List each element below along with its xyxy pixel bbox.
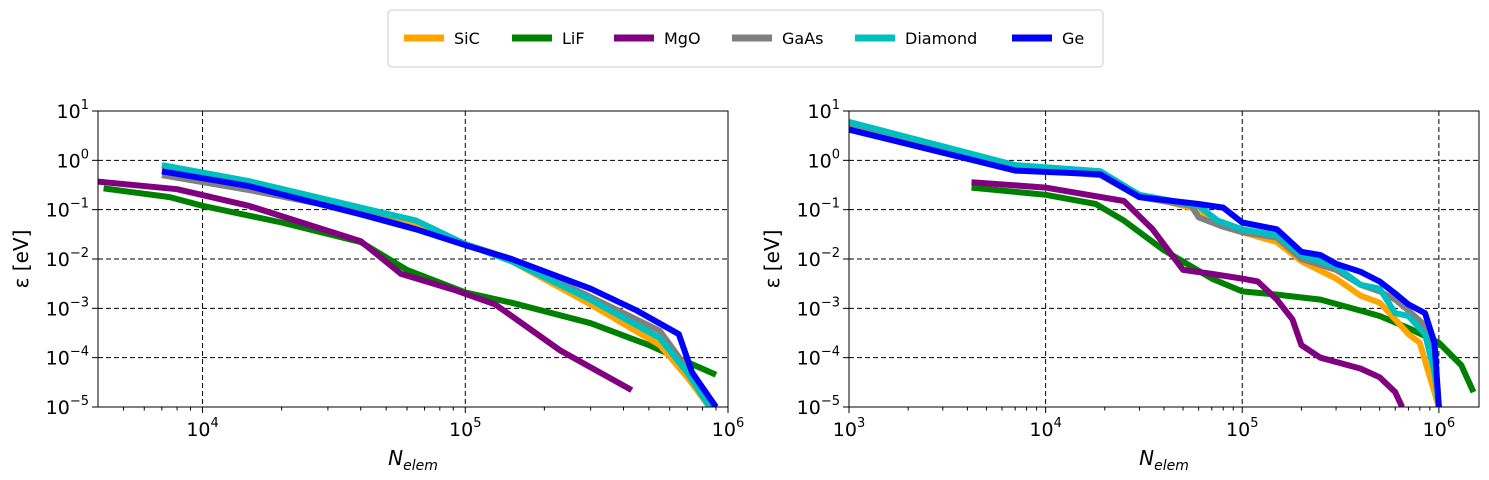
legend-entry-ge: Ge — [1012, 29, 1084, 48]
x-axis: 104 105 106 — [186, 407, 744, 441]
legend-label-mgo: MgO — [664, 29, 701, 48]
series-lines — [98, 162, 719, 407]
minor-ticks — [907, 407, 1431, 411]
x-tick-label: 106 — [712, 416, 744, 441]
right-chart-panel: 103 104 105 106 10−5 10−4 10−3 10−2 10−1 100 101 Ne… — [760, 98, 1480, 474]
series-line-mgo — [971, 179, 1405, 407]
y-tick-label: 10−2 — [46, 246, 89, 271]
left-chart-panel: 104 105 106 10−5 10−4 10−3 10−2 10−1 100 101 Nelem… — [9, 98, 744, 474]
x-tick-label: 105 — [449, 416, 481, 441]
y-tick-label: 10−1 — [46, 197, 89, 222]
y-tick-label: 10−1 — [797, 197, 840, 222]
x-tick-label: 103 — [833, 416, 865, 441]
x-tick-label: 105 — [1226, 416, 1258, 441]
series-line-ge — [849, 126, 1442, 407]
y-tick-label: 101 — [57, 98, 89, 123]
y-tick-label: 10−3 — [46, 295, 89, 320]
grid-lines — [849, 111, 1479, 407]
y-tick-label: 10−4 — [46, 345, 89, 370]
legend-entry-gaas: GaAs — [732, 29, 823, 48]
x-tick-label: 106 — [1423, 416, 1455, 441]
y-tick-label: 10−5 — [797, 394, 840, 419]
y-axis-label: ε [eV] — [760, 230, 784, 289]
legend-label-sic: SiC — [454, 29, 480, 48]
y-axis: 10−5 10−4 10−3 10−2 10−1 100 101 — [797, 98, 849, 419]
legend-entry-diamond: Diamond — [855, 29, 977, 48]
y-axis: 10−5 10−4 10−3 10−2 10−1 100 101 — [46, 98, 98, 419]
minor-ticks — [122, 407, 717, 411]
legend-label-ge: Ge — [1062, 29, 1084, 48]
series-line-lif — [971, 184, 1477, 394]
y-tick-label: 100 — [808, 147, 840, 172]
y-axis-label: ε [eV] — [9, 230, 33, 289]
x-axis-label: Nelem — [1139, 446, 1189, 474]
y-tick-label: 10−5 — [46, 394, 89, 419]
y-tick-label: 101 — [808, 98, 840, 123]
x-axis: 103 104 105 106 — [833, 407, 1455, 441]
legend: SiC LiF MgO GaAs Diamond Ge — [387, 9, 1104, 68]
series-lines — [849, 118, 1477, 407]
legend-label-gaas: GaAs — [782, 29, 823, 48]
legend-entry-lif: LiF — [512, 29, 585, 48]
legend-entry-sic: SiC — [404, 29, 480, 48]
grid-lines — [98, 111, 728, 407]
y-tick-label: 10−4 — [797, 345, 840, 370]
x-tick-label: 104 — [186, 416, 218, 441]
series-line-lif — [103, 185, 718, 378]
series-line-mgo — [98, 178, 634, 393]
legend-entry-mgo: MgO — [614, 29, 701, 48]
legend-label-diamond: Diamond — [905, 29, 977, 48]
x-tick-label: 104 — [1029, 416, 1061, 441]
legend-label-lif: LiF — [562, 29, 585, 48]
x-axis-label: Nelem — [388, 446, 438, 474]
y-tick-label: 100 — [57, 147, 89, 172]
y-tick-label: 10−3 — [797, 295, 840, 320]
series-line-ge — [161, 168, 719, 407]
y-tick-label: 10−2 — [797, 246, 840, 271]
